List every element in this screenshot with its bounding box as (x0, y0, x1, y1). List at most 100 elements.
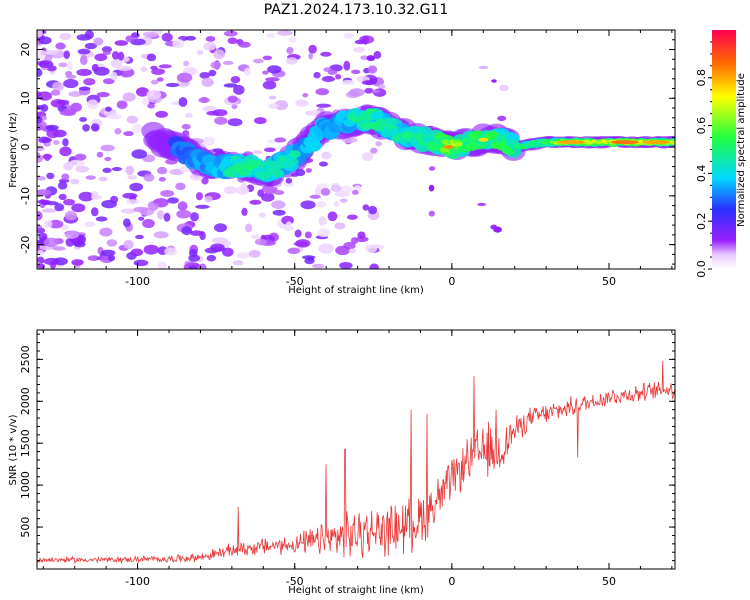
y-tick-label: 500 (19, 517, 32, 538)
spectrogram-peak (610, 140, 639, 145)
x-tick-label: 50 (602, 275, 616, 288)
colorbar-bar (712, 30, 736, 269)
spectrogram-noise-blob (249, 199, 262, 205)
spectrogram-noise-blob (198, 263, 207, 269)
y-tick-label: 2500 (19, 345, 32, 373)
spectrogram-noise-blob (78, 86, 91, 91)
spectrogram-noise-blob (165, 82, 180, 88)
spectrogram-noise-blob (493, 226, 502, 233)
spectrogram-ridge-blob (407, 125, 420, 134)
spectrogram-peak (642, 140, 671, 145)
spectrogram-noise-blob (366, 55, 376, 62)
spectrogram-noise-blob (63, 198, 76, 206)
spectrogram-ridge-blob (670, 141, 675, 145)
spectrogram-noise-blob (98, 176, 108, 182)
spectrogram-noise-blob (188, 265, 198, 269)
spectrogram-noise-blob (244, 67, 252, 76)
spectrogram-ylabel: Frequency (Hz) (8, 112, 19, 188)
spectrogram-noise-blob (348, 88, 365, 97)
spectrogram-noise-blob (133, 206, 149, 213)
spectrogram-noise-blob (177, 201, 188, 211)
spectrogram-noise-blob (329, 64, 343, 72)
spectrogram-noise-blob (428, 166, 436, 171)
spectrogram-noise-blob (295, 239, 311, 248)
spectrogram-noise-blob (70, 178, 80, 185)
spectrogram-noise-blob (361, 152, 374, 162)
colorbar-tick-label: 0.2 (695, 212, 708, 230)
spectrogram-noise-blob (99, 227, 113, 237)
spectrogram-noise-blob (262, 70, 269, 75)
spectrogram-noise-blob (350, 237, 359, 244)
spectrogram-noise-blob (104, 156, 112, 162)
spectrogram-noise-blob (50, 89, 61, 96)
spectrogram-noise-blob (37, 249, 45, 257)
spectrogram-noise-blob (287, 247, 301, 255)
spectrogram-noise-blob (84, 30, 94, 40)
spectrogram-noise-blob (305, 168, 312, 173)
spectrogram-noise-blob (37, 154, 44, 163)
snr-frame (36, 329, 676, 570)
x-tick-label: -100 (125, 275, 150, 288)
spectrogram-noise-blob (178, 97, 188, 107)
spectrogram-noise-blob (58, 62, 68, 68)
spectrogram-noise-blob (63, 78, 79, 89)
spectrogram-noise-blob (253, 117, 267, 125)
spectrogram-noise-blob (365, 244, 378, 253)
spectrogram-noise-blob (71, 259, 84, 266)
spectrogram-noise-blob (146, 53, 157, 62)
spectrogram-noise-blob (341, 79, 355, 85)
spectrogram-noise-blob (156, 77, 164, 82)
spectrogram-noise-blob (45, 124, 59, 131)
spectrogram-noise-blob (223, 83, 238, 88)
spectrogram-noise-blob (267, 65, 282, 74)
spectrogram-noise-blob (135, 234, 144, 240)
spectrogram-noise-blob (318, 243, 335, 254)
spectrogram-noise-blob (146, 89, 162, 100)
spectrogram-noise-blob (318, 161, 329, 167)
spectrogram-noise-blob (348, 248, 357, 254)
spectrogram-noise-blob (361, 80, 377, 86)
spectrogram-noise-blob (37, 30, 43, 38)
y-tick-label: 10 (19, 91, 32, 105)
spectrogram-noise-blob (289, 36, 297, 43)
spectrogram-noise-blob (308, 44, 317, 54)
spectrogram-noise-blob (334, 222, 346, 230)
spectrogram-noise-blob (370, 147, 378, 154)
spectrogram-noise-blob (95, 216, 108, 222)
spectrogram-noise-blob (253, 58, 264, 64)
spectrogram-noise-blob (313, 71, 321, 79)
spectrogram-noise-blob (318, 216, 327, 226)
x-tick-label: -100 (125, 575, 150, 588)
spectrogram-noise-blob (300, 200, 316, 210)
x-tick-label: -50 (286, 575, 304, 588)
spectrogram-noise-blob (50, 98, 66, 108)
spectrogram-noise-blob (44, 153, 51, 162)
spectrogram-noise-blob (43, 237, 59, 248)
spectrogram-noise-blob (306, 109, 321, 117)
spectrogram-noise-blob (213, 49, 225, 60)
spectrogram-noise-blob (214, 116, 228, 125)
spectrogram-noise-blob (79, 117, 88, 122)
spectrogram-noise-blob (84, 42, 97, 50)
spectrogram-noise-blob (90, 123, 100, 132)
spectrogram-noise-blob (195, 204, 210, 209)
spectrogram-noise-blob (339, 198, 348, 203)
spectrogram-noise-blob (108, 113, 122, 120)
spectrogram-noise-blob (52, 81, 64, 92)
spectrogram-peak (557, 140, 586, 145)
spectrogram-noise-blob (351, 189, 359, 195)
spectrogram-noise-blob (204, 195, 213, 203)
spectrogram-noise-blob (87, 99, 99, 110)
spectrogram-noise-blob (94, 53, 108, 62)
spectrogram-noise-blob (44, 220, 53, 228)
spectrogram-noise-blob (37, 189, 52, 196)
spectrogram-noise-blob (343, 60, 351, 71)
spectrogram-noise-blob (133, 259, 149, 267)
spectrogram-noise-blob (65, 71, 73, 77)
spectrogram-noise-blob (74, 153, 87, 161)
spectrogram-noise-blob (198, 97, 210, 103)
spectrogram-noise-blob (262, 80, 277, 90)
spectrogram-noise-blob (84, 221, 96, 227)
y-tick-label: -10 (19, 187, 32, 205)
